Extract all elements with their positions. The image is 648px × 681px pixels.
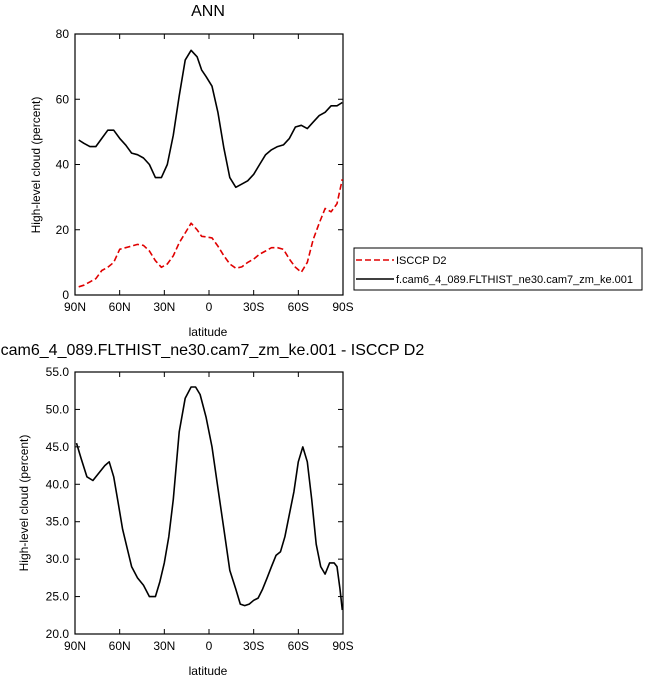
top-x-tick-label: 90N [64,300,86,314]
bottom-x-tick-label: 90S [332,639,353,653]
top-chart-title: ANN [191,3,225,20]
legend-label-isccp: ISCCP D2 [396,255,447,267]
bottom-y-tick-label: 50.0 [46,402,70,416]
top-x-tick-label: 30S [243,300,264,314]
bottom-series-line-0 [75,386,344,611]
bottom-x-tick-label: 90N [64,639,86,653]
top-plot-frame [74,33,344,296]
top-y-tick-label: 80 [56,27,70,41]
bottom-x-tick-label: 0 [206,639,213,653]
top-y-axis-label: High-level cloud (percent) [29,97,43,234]
top-x-tick-label: 0 [206,300,213,314]
bottom-x-axis-label: latitude [189,664,228,678]
bottom-y-tick-label: 40.0 [46,477,70,491]
bottom-y-tick-label: 25.0 [46,590,70,604]
top-x-tick-label: 90S [332,300,353,314]
top-series-line-1 [78,49,343,189]
bottom-x-tick-label: 60S [288,639,309,653]
legend-label-model: f.cam6_4_089.FLTHIST_ne30.cam7_zm_ke.001 [396,274,633,286]
top-y-tick-label: 60 [56,92,70,106]
bottom-y-tick-label: 35.0 [46,515,70,529]
top-x-axis-label: latitude [189,325,228,339]
top-series-lines [78,49,344,288]
top-panel: ANN 0 20 40 60 80 90N 60N 30N 0 30S 60S 90S latitu… [29,3,354,339]
legend: ISCCP D2 f.cam6_4_089.FLTHIST_ne30.cam7_… [353,247,643,291]
top-y-tick-label: 20 [56,223,70,237]
bottom-y-tick-label: 55.0 [46,365,70,379]
top-series-line-0 [78,179,344,288]
top-y-tick-label: 0 [62,288,69,302]
bottom-x-tick-label: 30S [243,639,264,653]
top-y-axis: 0 20 40 60 80 [56,27,343,302]
top-x-tick-label: 60S [288,300,309,314]
bottom-y-axis: 20.0 25.0 30.0 35.0 40.0 45.0 50.0 55.0 [46,365,343,641]
top-x-tick-label: 60N [109,300,131,314]
top-x-tick-label: 30N [153,300,175,314]
bottom-x-tick-label: 30N [153,639,175,653]
bottom-x-axis: 90N 60N 30N 0 30S 60S 90S [64,372,354,653]
bottom-chart-title: f.cam6_4_089.FLTHIST_ne30.cam7_zm_ke.001… [0,342,424,359]
bottom-series-lines [75,386,344,611]
bottom-panel: f.cam6_4_089.FLTHIST_ne30.cam7_zm_ke.001… [0,342,424,678]
bottom-y-tick-label: 20.0 [46,627,70,641]
legend-box [353,247,643,291]
top-x-axis: 90N 60N 30N 0 30S 60S 90S [64,34,354,314]
bottom-plot-frame [74,371,344,635]
top-y-tick-label: 40 [56,158,70,172]
bottom-y-tick-label: 30.0 [46,552,70,566]
bottom-x-tick-label: 60N [109,639,131,653]
bottom-y-axis-label: High-level cloud (percent) [17,435,31,572]
bottom-y-tick-label: 45.0 [46,440,70,454]
